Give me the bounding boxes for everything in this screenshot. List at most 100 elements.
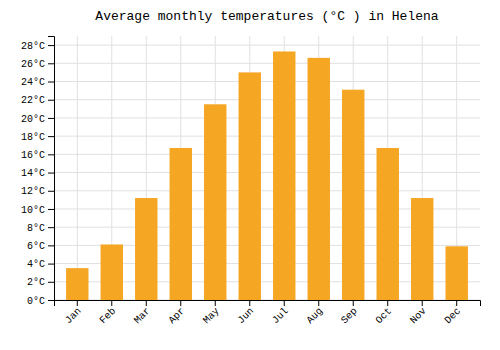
y-tick: 20°C: [21, 114, 54, 125]
y-tick-label: 6°C: [27, 241, 45, 252]
x-tick-label: Apr: [167, 306, 188, 327]
grid-line: [54, 136, 480, 137]
y-tick: 4°C: [27, 259, 54, 270]
bar: [66, 268, 88, 300]
x-tick-label: Sep: [339, 306, 360, 327]
x-tick: Aug: [305, 300, 326, 326]
y-tick-mark: [48, 63, 54, 64]
x-tick-label: Jan: [63, 306, 84, 327]
x-tick-mark: [353, 300, 354, 306]
y-tick: 2°C: [27, 277, 54, 288]
y-tick: 14°C: [21, 168, 54, 179]
grid-line: [54, 63, 480, 64]
y-tick-label: 18°C: [21, 132, 45, 143]
y-tick-label: 8°C: [27, 223, 45, 234]
bar: [377, 148, 399, 300]
y-tick-mark: [48, 191, 54, 192]
x-tick-label: Aug: [305, 306, 326, 327]
y-tick-mark: [48, 45, 54, 46]
grid-line: [77, 36, 78, 300]
grid-line: [54, 172, 480, 173]
y-tick-mark: [48, 136, 54, 137]
y-tick: 22°C: [21, 95, 54, 106]
y-tick-label: 16°C: [21, 150, 45, 161]
x-tick: Jun: [236, 300, 257, 326]
y-tick-label: 12°C: [21, 186, 45, 197]
y-tick: 6°C: [27, 241, 54, 252]
bar: [273, 51, 295, 300]
x-tick: Nov: [408, 300, 429, 326]
y-tick-mark: [48, 82, 54, 83]
y-tick: 12°C: [21, 186, 54, 197]
x-tick-mark: [146, 300, 147, 306]
grid-line: [54, 154, 480, 155]
y-tick-mark: [48, 264, 54, 265]
y-tick-mark: [48, 154, 54, 155]
x-tick: May: [201, 300, 222, 326]
x-tick: Oct: [374, 300, 395, 326]
grid-line: [54, 117, 480, 118]
y-tick-label: 10°C: [21, 205, 45, 216]
x-tick-label: Nov: [408, 306, 429, 327]
grid-line: [54, 81, 480, 82]
x-tick-mark: [284, 300, 285, 306]
x-tick-label: Jun: [236, 306, 257, 327]
x-tick: Jan: [63, 300, 84, 326]
title: Average monthly temperatures (°C ) in He…: [95, 9, 438, 24]
y-tick: 24°C: [21, 77, 54, 88]
x-tick-label: Feb: [98, 306, 119, 327]
bar: [135, 198, 157, 300]
y-tick-mark: [48, 173, 54, 174]
x-tick-label: Dec: [443, 306, 464, 327]
x-tick-mark: [77, 300, 78, 306]
bar: [239, 72, 261, 300]
bar: [342, 90, 364, 300]
x-tick-label: Mar: [132, 306, 153, 327]
grid-line: [54, 190, 480, 191]
y-tick: 10°C: [21, 205, 54, 216]
y-tick-mark: [48, 300, 54, 301]
x-tick-mark: [422, 300, 423, 306]
y-tick-label: 20°C: [21, 114, 45, 125]
y-tick-label: 2°C: [27, 277, 45, 288]
x-tick-mark: [215, 300, 216, 306]
grid-line: [54, 99, 480, 100]
bar: [170, 148, 192, 300]
y-tick-mark: [48, 227, 54, 228]
y-tick-label: 28°C: [21, 41, 45, 52]
y-axis-line: [48, 37, 55, 301]
x-axis-line: [55, 301, 481, 307]
x-tick: Mar: [132, 300, 153, 326]
x-tick-label: May: [201, 306, 222, 327]
x-tick-mark: [111, 300, 112, 306]
y-tick: 26°C: [21, 59, 54, 70]
bars: [66, 51, 468, 300]
chart: 0°C 2°C 4°C 6°C 8°C 10°C 12°C 14°C 16°C 18°C 20°C 2…: [0, 0, 500, 350]
x-tick-mark: [387, 300, 388, 306]
x-tick: Feb: [98, 300, 119, 326]
x-tick: Jul: [270, 300, 291, 326]
x-tick-mark: [318, 300, 319, 306]
x-tick-mark: [456, 300, 457, 306]
y-tick-mark: [48, 245, 54, 246]
y-tick-label: 26°C: [21, 59, 45, 70]
y-tick-mark: [48, 100, 54, 101]
x-tick-mark: [249, 300, 250, 306]
bar: [101, 244, 123, 300]
y-tick-mark: [48, 282, 54, 283]
y-tick: 8°C: [27, 223, 54, 234]
grid-line: [54, 45, 480, 46]
x-tick-label: Oct: [374, 306, 395, 327]
y-tick: 0°C: [27, 296, 54, 307]
y-tick-label: 0°C: [27, 296, 45, 307]
y-tick: 28°C: [21, 41, 54, 52]
bar: [308, 58, 330, 300]
x-tick: Sep: [339, 300, 360, 326]
y-tick: 18°C: [21, 132, 54, 143]
x-axis: Jan Feb Mar Apr May Jun Jul Aug Sep Oct Nov Dec: [55, 300, 481, 326]
y-tick-label: 22°C: [21, 95, 45, 106]
bar: [204, 104, 226, 300]
y-tick-mark: [48, 118, 54, 119]
x-tick: Dec: [443, 300, 464, 326]
x-tick-label: Jul: [270, 306, 291, 327]
